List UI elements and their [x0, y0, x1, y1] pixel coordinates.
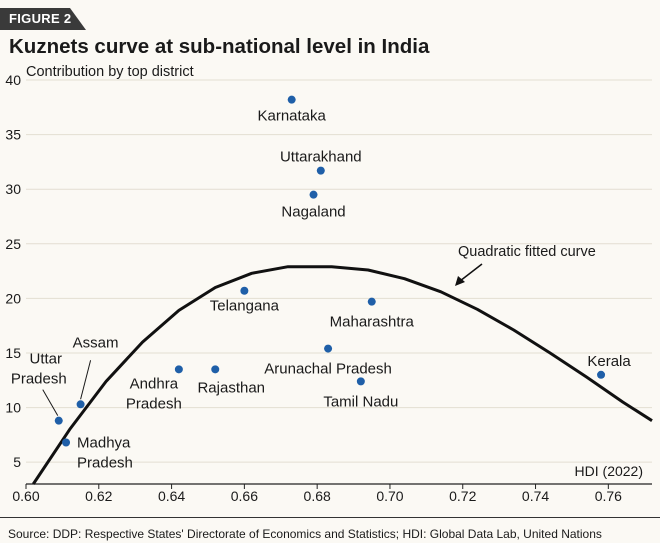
x-tick-label: 0.60 — [12, 488, 39, 504]
y-tick-label: 40 — [5, 72, 21, 88]
x-tick-label: 0.76 — [595, 488, 622, 504]
point-label: Tamil Nadu — [323, 393, 398, 410]
scatter-point — [597, 370, 606, 379]
point-label-line: Uttar — [29, 351, 62, 368]
point-label-line: Madhya — [77, 435, 131, 452]
x-tick-label: 0.66 — [231, 488, 258, 504]
label-leader-assam — [80, 360, 92, 400]
scatter-point — [316, 166, 325, 175]
scatter-point — [76, 400, 85, 409]
point-label-line: Pradesh — [11, 371, 67, 388]
point-label: Maharashtra — [330, 314, 415, 331]
chart-title: Kuznets curve at sub-national level in I… — [9, 35, 430, 58]
y-tick-label: 20 — [5, 290, 21, 306]
source-note: Source: DDP: Respective States' Director… — [8, 527, 602, 541]
point-label: Madhya Pradesh — [77, 435, 133, 472]
point-label: Andhra Pradesh — [126, 375, 182, 412]
point-label: Nagaland — [281, 204, 345, 221]
point-label: Kerala — [587, 353, 631, 370]
y-axis-label: Contribution by top district — [26, 64, 194, 80]
scatter-point — [287, 95, 296, 104]
x-tick-label: 0.68 — [304, 488, 331, 504]
figure-badge-label: FIGURE 2 — [9, 11, 72, 26]
point-label: Assam — [73, 334, 119, 351]
scatter-point — [240, 286, 249, 295]
scatter-point — [62, 438, 71, 447]
x-tick-label: 0.72 — [449, 488, 476, 504]
point-label-line: Pradesh — [126, 395, 182, 412]
x-tick-label: 0.64 — [158, 488, 185, 504]
fitted-curve — [32, 265, 653, 485]
x-axis-label: HDI (2022) — [575, 463, 643, 479]
curve-annotation-label: Quadratic fitted curve — [458, 244, 596, 260]
y-tick-label: 15 — [5, 345, 21, 361]
y-tick-label: 5 — [13, 454, 21, 470]
x-tick-label: 0.62 — [85, 488, 112, 504]
point-label-line: Andhra — [130, 375, 179, 392]
y-tick-label: 10 — [5, 400, 21, 416]
label-leader-uttar-pradesh — [42, 389, 59, 416]
point-label: Karnataka — [257, 108, 326, 125]
point-label: Uttarakhand — [280, 149, 362, 166]
y-tick-label: 30 — [5, 181, 21, 197]
scatter-point — [324, 344, 333, 353]
scatter-point — [54, 416, 63, 425]
scatter-point — [211, 365, 220, 374]
point-label: Rajasthan — [197, 379, 265, 396]
point-label: Telangana — [210, 298, 280, 315]
point-label: Arunachal Pradesh — [264, 361, 392, 378]
point-label-line: Pradesh — [77, 455, 133, 472]
point-label: Uttar Pradesh — [11, 351, 67, 388]
y-tick-label: 25 — [5, 236, 21, 252]
x-tick-label: 0.74 — [522, 488, 549, 504]
scatter-point — [309, 190, 318, 199]
curve-annotation-arrowhead — [455, 276, 465, 286]
x-tick-label: 0.70 — [376, 488, 403, 504]
badge-shape — [0, 8, 86, 30]
scatter-point — [367, 297, 376, 306]
scatter-point — [356, 377, 365, 386]
y-tick-label: 35 — [5, 127, 21, 143]
figure-badge: FIGURE 2 — [0, 8, 86, 30]
curve-annotation-arrow — [459, 263, 483, 282]
source-divider — [0, 517, 660, 518]
scatter-point — [174, 365, 183, 374]
